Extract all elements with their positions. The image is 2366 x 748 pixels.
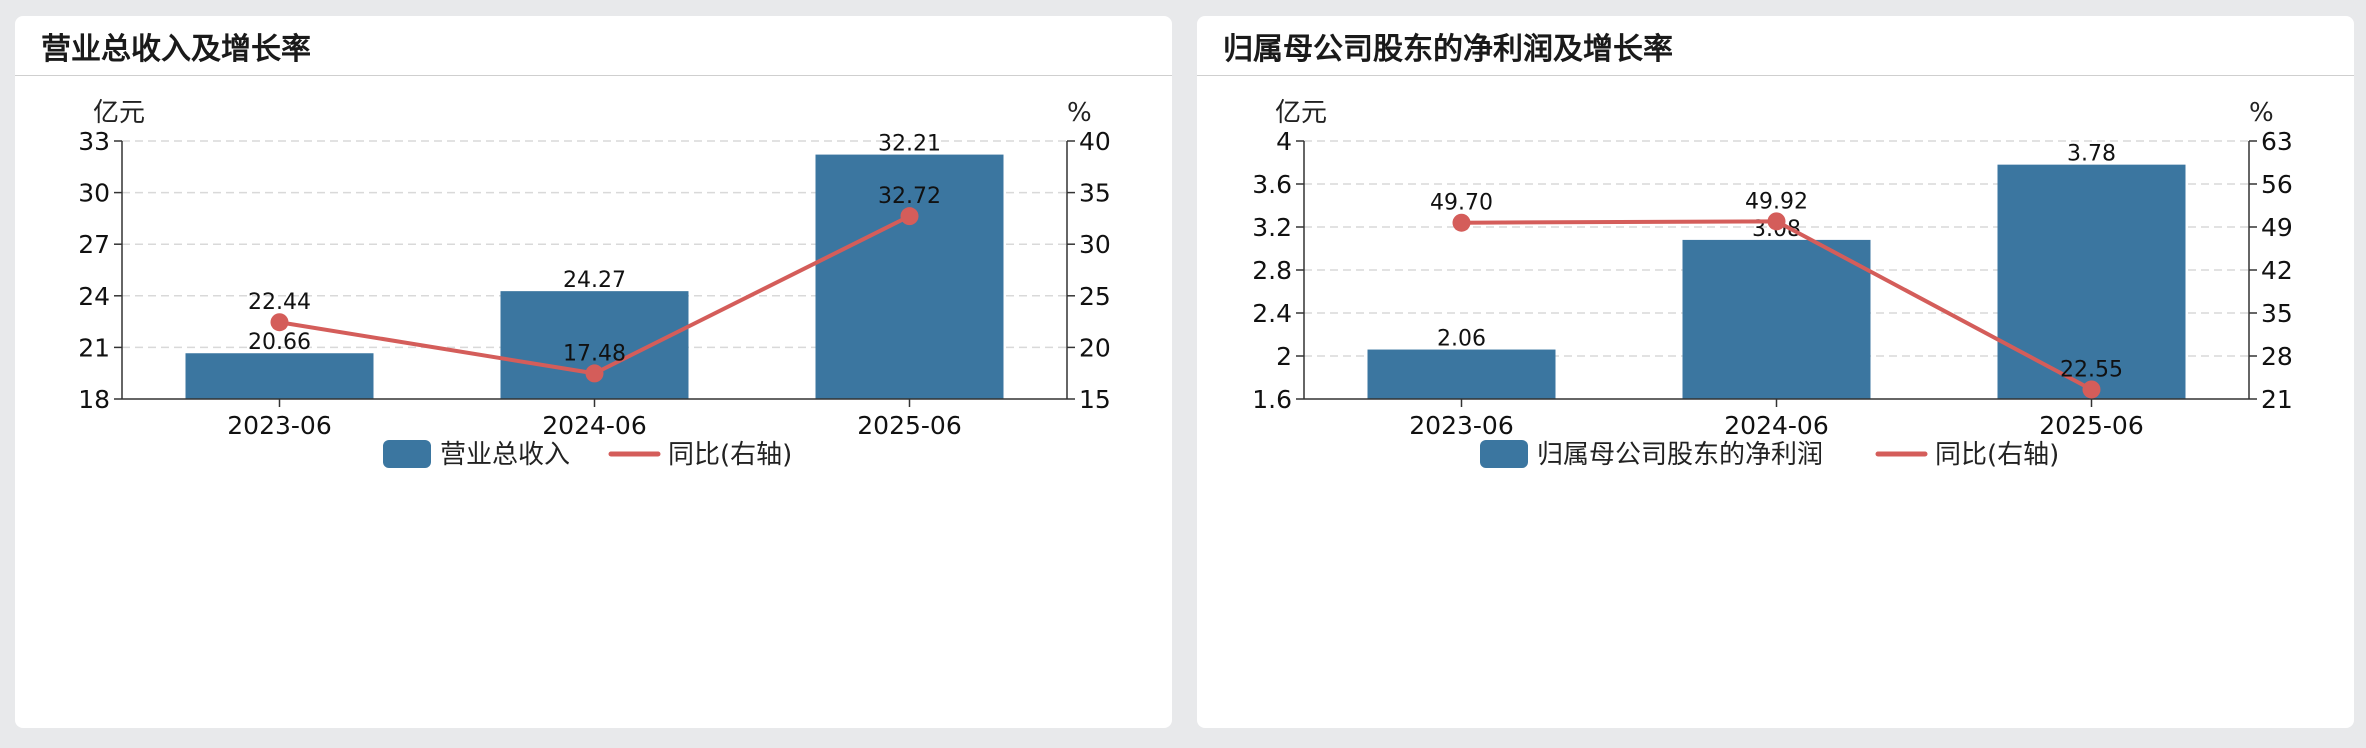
bar — [815, 154, 1004, 399]
legend-bar-label: 营业总收入 — [440, 440, 570, 470]
right-tick-label: 35 — [1079, 179, 1111, 208]
legend-bar-swatch — [1480, 440, 1528, 468]
left-tick-label: 2.4 — [1252, 299, 1292, 328]
left-tick-label: 2.8 — [1252, 256, 1292, 285]
x-tick-label: 2023-06 — [1409, 411, 1513, 440]
left-axis-unit: 亿元 — [1275, 98, 1327, 128]
bar-data-label: 2.06 — [1437, 327, 1486, 352]
legend-line-label: 同比(右轴) — [1935, 440, 2059, 470]
left-tick-label: 3.2 — [1252, 213, 1292, 242]
chart-panel-net-profit: 归属母公司股东的净利润及增长率 1.6 2 2.4 2.8 3.2 3.6 4 21 28 35 4… — [1197, 16, 2354, 728]
yoy-data-label: 49.92 — [1745, 189, 1808, 214]
bar — [1682, 239, 1871, 399]
yoy-data-label: 22.44 — [248, 290, 311, 315]
yoy-point — [1767, 212, 1786, 231]
revenue-chart: 18 21 24 27 30 33 15 20 25 30 35 40 亿元 % 2023-06 2024-0… — [78, 98, 1111, 470]
right-axis-unit: % — [2249, 98, 2274, 128]
x-tick-label: 2025-06 — [857, 411, 961, 440]
bar — [1367, 349, 1556, 399]
right-tick-label: 15 — [1079, 385, 1111, 414]
yoy-point — [270, 313, 289, 332]
left-tick-label: 4 — [1276, 127, 1292, 156]
bar-data-label: 32.21 — [878, 132, 941, 157]
right-tick-label: 20 — [1079, 333, 1111, 362]
x-tick-label: 2023-06 — [227, 411, 331, 440]
left-tick-label: 18 — [78, 385, 110, 414]
yoy-data-label: 49.70 — [1430, 191, 1493, 216]
right-tick-label: 30 — [1079, 230, 1111, 259]
left-axis-unit: 亿元 — [93, 98, 145, 128]
panel-title: 归属母公司股东的净利润及增长率 — [1197, 16, 2354, 76]
right-tick-label: 25 — [1079, 282, 1111, 311]
x-tick-label: 2025-06 — [2039, 411, 2143, 440]
bar-data-label: 24.27 — [563, 268, 626, 293]
right-tick-label: 40 — [1079, 127, 1111, 156]
right-tick-label: 28 — [2261, 342, 2293, 371]
yoy-data-label: 32.72 — [878, 184, 941, 209]
yoy-point — [2082, 380, 2101, 399]
left-tick-label: 1.6 — [1252, 385, 1292, 414]
right-tick-label: 35 — [2261, 299, 2293, 328]
yoy-point — [900, 207, 919, 226]
legend-bar-swatch — [383, 440, 431, 468]
yoy-data-label: 17.48 — [563, 341, 626, 366]
yoy-data-label: 22.55 — [2060, 357, 2123, 382]
left-tick-label: 30 — [78, 179, 110, 208]
bar — [1997, 164, 2186, 399]
right-tick-label: 49 — [2261, 213, 2293, 242]
left-tick-label: 3.6 — [1252, 170, 1292, 199]
x-tick-label: 2024-06 — [1724, 411, 1828, 440]
left-tick-label: 24 — [78, 282, 110, 311]
bar-data-label: 20.66 — [248, 330, 311, 355]
legend-line-label: 同比(右轴) — [668, 440, 792, 470]
chart-panel-revenue: 营业总收入及增长率 18 21 24 27 30 33 15 20 25 30 35 40 亿元% 202… — [15, 16, 1172, 728]
right-tick-label: 42 — [2261, 256, 2293, 285]
left-tick-label: 27 — [78, 230, 110, 259]
net-profit-chart: 1.6 2 2.4 2.8 3.2 3.6 4 21 28 35 42 49 56 63 亿元 % 2023-0… — [1252, 98, 2293, 470]
panel-title: 营业总收入及增长率 — [15, 16, 1172, 76]
left-tick-label: 33 — [78, 127, 110, 156]
left-tick-label: 2 — [1276, 342, 1292, 371]
right-tick-label: 63 — [2261, 127, 2293, 156]
yoy-point — [1452, 213, 1471, 232]
right-axis-unit: % — [1067, 98, 1092, 128]
bar — [185, 353, 374, 399]
bar-data-label: 3.78 — [2067, 142, 2116, 167]
legend-bar-label: 归属母公司股东的净利润 — [1537, 440, 1823, 470]
x-tick-label: 2024-06 — [542, 411, 646, 440]
yoy-point — [585, 364, 604, 383]
right-tick-label: 21 — [2261, 385, 2293, 414]
right-tick-label: 56 — [2261, 170, 2293, 199]
left-tick-label: 21 — [78, 333, 110, 362]
